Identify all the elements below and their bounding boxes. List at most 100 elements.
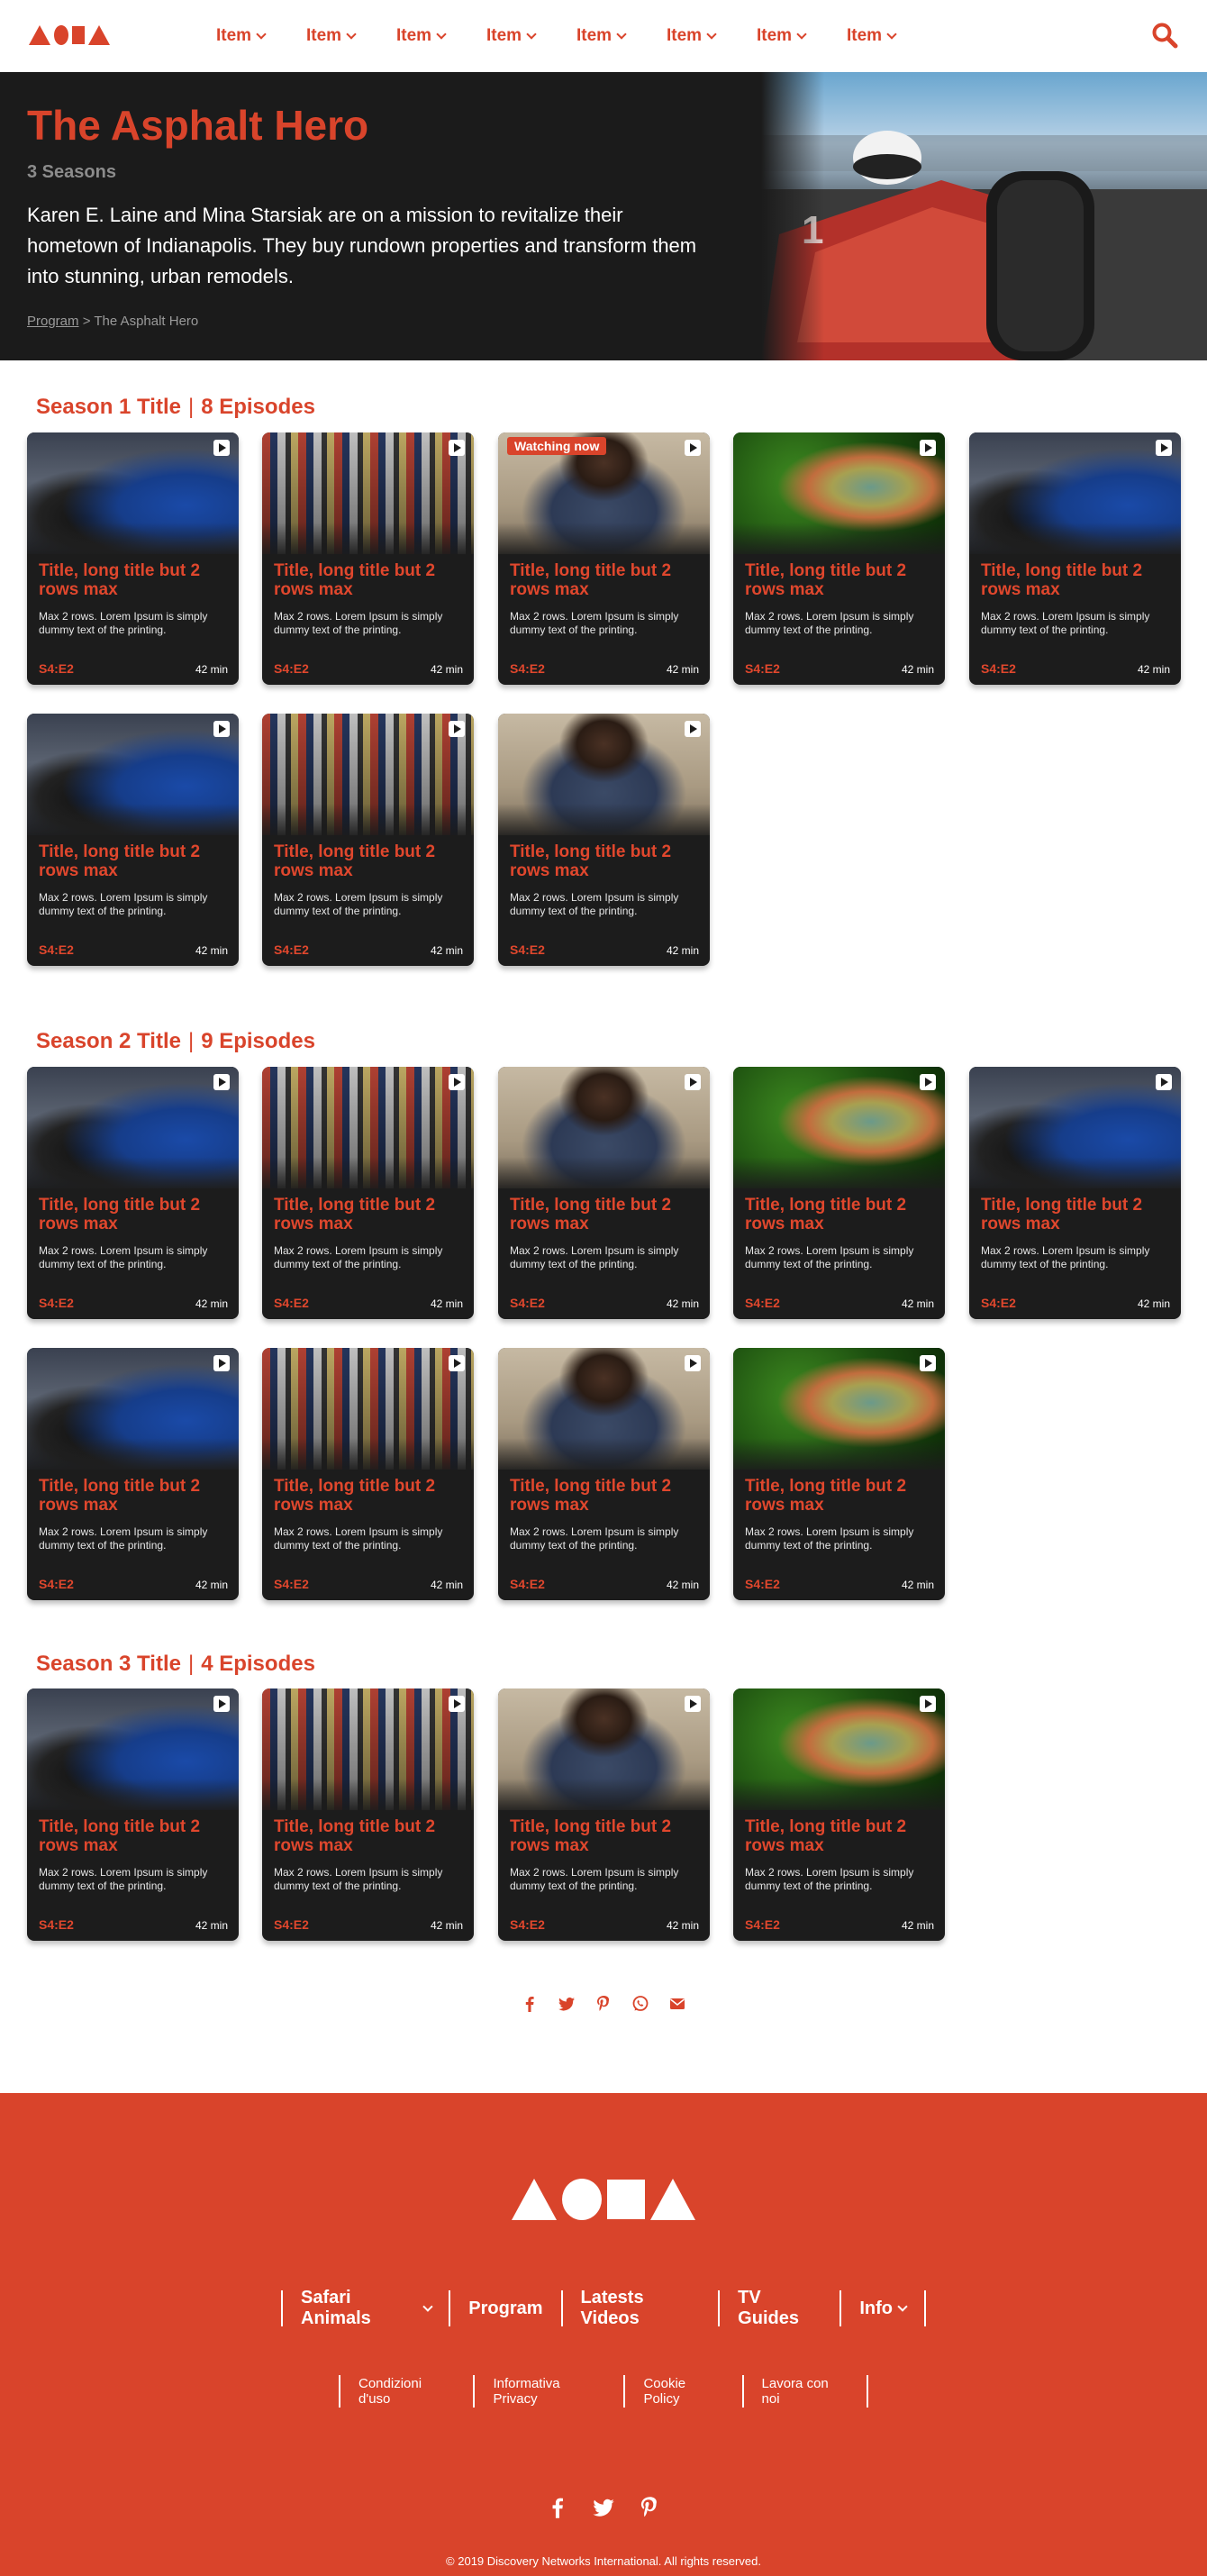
- episode-card[interactable]: Title, long title but 2 rows max Max 2 ro…: [498, 1067, 710, 1319]
- play-icon[interactable]: [685, 1696, 701, 1712]
- episode-duration: 42 min: [666, 1919, 699, 1932]
- episode-card[interactable]: Title, long title but 2 rows max Max 2 ro…: [27, 1067, 239, 1319]
- footer-nav-program[interactable]: Program: [449, 2290, 560, 2326]
- episode-card[interactable]: Title, long title but 2 rows max Max 2 ro…: [498, 1689, 710, 1941]
- episode-card[interactable]: Title, long title but 2 rows max Max 2 ro…: [969, 432, 1181, 685]
- play-icon[interactable]: [213, 1355, 230, 1371]
- twitter-icon[interactable]: [558, 1995, 576, 2013]
- whatsapp-icon[interactable]: [631, 1995, 649, 2013]
- play-icon[interactable]: [449, 1696, 465, 1712]
- search-icon[interactable]: [1151, 22, 1178, 49]
- breadcrumb: Program > The Asphalt Hero: [27, 314, 198, 329]
- play-icon[interactable]: [449, 721, 465, 737]
- play-icon[interactable]: [920, 1074, 936, 1090]
- episode-duration: 42 min: [195, 1919, 228, 1932]
- season-title: Season 3 Title: [36, 1652, 181, 1676]
- watching-now-badge: Watching now: [507, 437, 607, 455]
- play-icon[interactable]: [920, 440, 936, 456]
- episode-card[interactable]: Title, long title but 2 rows max Max 2 ro…: [27, 1348, 239, 1600]
- episode-description: Max 2 rows. Lorem Ipsum is simply dummy …: [510, 610, 679, 636]
- show-description: Karen E. Laine and Mina Starsiak are on …: [27, 204, 697, 287]
- nav-item-1[interactable]: Item: [216, 26, 306, 46]
- twitter-icon[interactable]: [592, 2496, 615, 2519]
- footer-nav-latest-videos[interactable]: Latests Videos: [560, 2288, 719, 2328]
- episode-card[interactable]: Title, long title but 2 rows max Max 2 ro…: [733, 432, 945, 685]
- legal-link-terms[interactable]: Condizioni d'uso: [339, 2375, 473, 2408]
- nav-item-4[interactable]: Item: [486, 26, 576, 46]
- episode-number: S4:E2: [39, 1577, 74, 1591]
- thumbnail-fade: [27, 1157, 239, 1193]
- facebook-icon[interactable]: [546, 2496, 569, 2519]
- play-icon[interactable]: [1156, 1074, 1172, 1090]
- footer-nav-tv-guides[interactable]: TV Guides: [718, 2288, 839, 2328]
- episode-card[interactable]: Title, long title but 2 rows max Max 2 ro…: [262, 1067, 474, 1319]
- season-1-heading: Season 1 Title | 8 Episodes: [36, 395, 315, 420]
- pinterest-icon[interactable]: [594, 1995, 613, 2013]
- chevron-down-icon: [897, 2300, 908, 2312]
- episode-number: S4:E2: [510, 1296, 545, 1310]
- episode-duration: 42 min: [430, 1297, 463, 1310]
- episode-card[interactable]: Title, long title but 2 rows max Max 2 ro…: [262, 1689, 474, 1941]
- episode-card[interactable]: Title, long title but 2 rows max Max 2 ro…: [27, 714, 239, 966]
- breadcrumb-link-program[interactable]: Program: [27, 314, 79, 329]
- nav-item-2[interactable]: Item: [306, 26, 396, 46]
- episode-card[interactable]: Title, long title but 2 rows max Max 2 ro…: [498, 1348, 710, 1600]
- footer-nav-safari-animals[interactable]: Safari Animals: [281, 2288, 449, 2328]
- episode-number: S4:E2: [39, 661, 74, 676]
- play-icon[interactable]: [213, 1074, 230, 1090]
- episode-title: Title, long title but 2 rows max: [510, 1196, 672, 1233]
- breadcrumb-current: The Asphalt Hero: [94, 314, 199, 329]
- episode-card[interactable]: Watching now Title, long title but 2 rows…: [498, 432, 710, 685]
- episode-card[interactable]: Title, long title but 2 rows max Max 2 ro…: [733, 1067, 945, 1319]
- hero-banner: The Asphalt Hero 3 Seasons Karen E. Lain…: [0, 72, 1207, 360]
- nav-item-3[interactable]: Item: [396, 26, 486, 46]
- play-icon[interactable]: [1156, 440, 1172, 456]
- episode-title: Title, long title but 2 rows max: [745, 1477, 907, 1515]
- play-icon[interactable]: [685, 1355, 701, 1371]
- play-icon[interactable]: [685, 440, 701, 456]
- main-nav: Item Item Item Item Item Item Item Item: [216, 0, 937, 72]
- play-icon[interactable]: [685, 1074, 701, 1090]
- thumbnail-fade: [262, 1438, 474, 1474]
- episode-title: Title, long title but 2 rows max: [274, 1196, 436, 1233]
- play-icon[interactable]: [213, 1696, 230, 1712]
- episode-card[interactable]: Title, long title but 2 rows max Max 2 ro…: [733, 1689, 945, 1941]
- episode-card[interactable]: Title, long title but 2 rows max Max 2 ro…: [27, 432, 239, 685]
- nav-item-6[interactable]: Item: [667, 26, 757, 46]
- thumbnail-fade: [498, 1438, 710, 1474]
- play-icon[interactable]: [920, 1355, 936, 1371]
- episode-card[interactable]: Title, long title but 2 rows max Max 2 ro…: [27, 1689, 239, 1941]
- play-icon[interactable]: [213, 721, 230, 737]
- episode-description: Max 2 rows. Lorem Ipsum is simply dummy …: [274, 1866, 443, 1892]
- episode-card[interactable]: Title, long title but 2 rows max Max 2 ro…: [262, 1348, 474, 1600]
- play-icon[interactable]: [449, 440, 465, 456]
- episode-card[interactable]: Title, long title but 2 rows max Max 2 ro…: [733, 1348, 945, 1600]
- email-icon[interactable]: [668, 1995, 686, 2013]
- episode-card[interactable]: Title, long title but 2 rows max Max 2 ro…: [262, 714, 474, 966]
- episode-description: Max 2 rows. Lorem Ipsum is simply dummy …: [39, 1244, 208, 1270]
- episode-card[interactable]: Title, long title but 2 rows max Max 2 ro…: [498, 714, 710, 966]
- nav-item-5[interactable]: Item: [576, 26, 667, 46]
- episode-description: Max 2 rows. Lorem Ipsum is simply dummy …: [510, 1244, 679, 1270]
- nav-item-7[interactable]: Item: [757, 26, 847, 46]
- episode-card[interactable]: Title, long title but 2 rows max Max 2 ro…: [262, 432, 474, 685]
- footer-logo[interactable]: [512, 2177, 695, 2222]
- nav-item-8[interactable]: Item: [847, 26, 937, 46]
- episode-card[interactable]: Title, long title but 2 rows max Max 2 ro…: [969, 1067, 1181, 1319]
- legal-link-privacy[interactable]: Informativa Privacy: [473, 2375, 623, 2408]
- play-icon[interactable]: [213, 440, 230, 456]
- legal-link-careers[interactable]: Lavora con noi: [741, 2375, 868, 2408]
- facebook-icon[interactable]: [521, 1995, 539, 2013]
- footer-nav-info[interactable]: Info: [839, 2290, 926, 2326]
- play-icon[interactable]: [449, 1074, 465, 1090]
- play-icon[interactable]: [920, 1696, 936, 1712]
- episode-count: 8 Episodes: [201, 395, 315, 419]
- play-icon[interactable]: [685, 721, 701, 737]
- legal-link-cookie[interactable]: Cookie Policy: [623, 2375, 741, 2408]
- play-icon[interactable]: [449, 1355, 465, 1371]
- breadcrumb-separator: >: [82, 314, 91, 329]
- pinterest-icon[interactable]: [638, 2496, 661, 2519]
- brand-logo[interactable]: [29, 23, 110, 47]
- episode-duration: 42 min: [1137, 663, 1170, 676]
- episode-description: Max 2 rows. Lorem Ipsum is simply dummy …: [274, 891, 443, 917]
